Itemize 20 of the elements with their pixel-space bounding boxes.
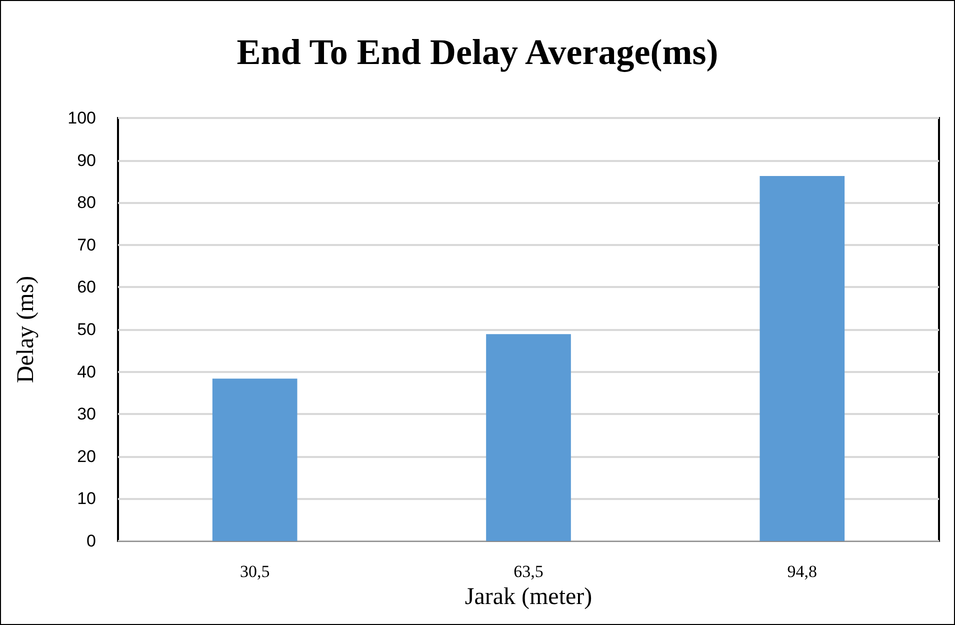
bar: [486, 334, 571, 541]
y-tick-label: 40: [77, 362, 96, 382]
y-tick-label: 100: [68, 108, 96, 128]
bar: [760, 176, 845, 541]
y-axis-title: Delay (ms): [13, 276, 39, 384]
bar: [212, 378, 298, 541]
y-tick-label: 20: [77, 446, 96, 466]
x-tick-label: 63,5: [514, 562, 544, 581]
y-tick-label: 50: [77, 320, 96, 339]
y-tick-label: 60: [77, 278, 96, 297]
y-tick-label: 70: [77, 235, 96, 254]
y-tick-label: 80: [77, 193, 96, 212]
x-axis-title: Jarak (meter): [464, 584, 592, 610]
y-tick-label: 10: [77, 489, 96, 508]
x-tick-label: 94,8: [787, 562, 818, 581]
y-tick-label: 90: [77, 150, 96, 170]
x-tick-label: 30,5: [240, 562, 270, 581]
y-tick-label: 0: [86, 532, 96, 550]
y-tick-label: 30: [77, 404, 96, 424]
chart-title: End To End Delay Average(ms): [236, 32, 718, 72]
